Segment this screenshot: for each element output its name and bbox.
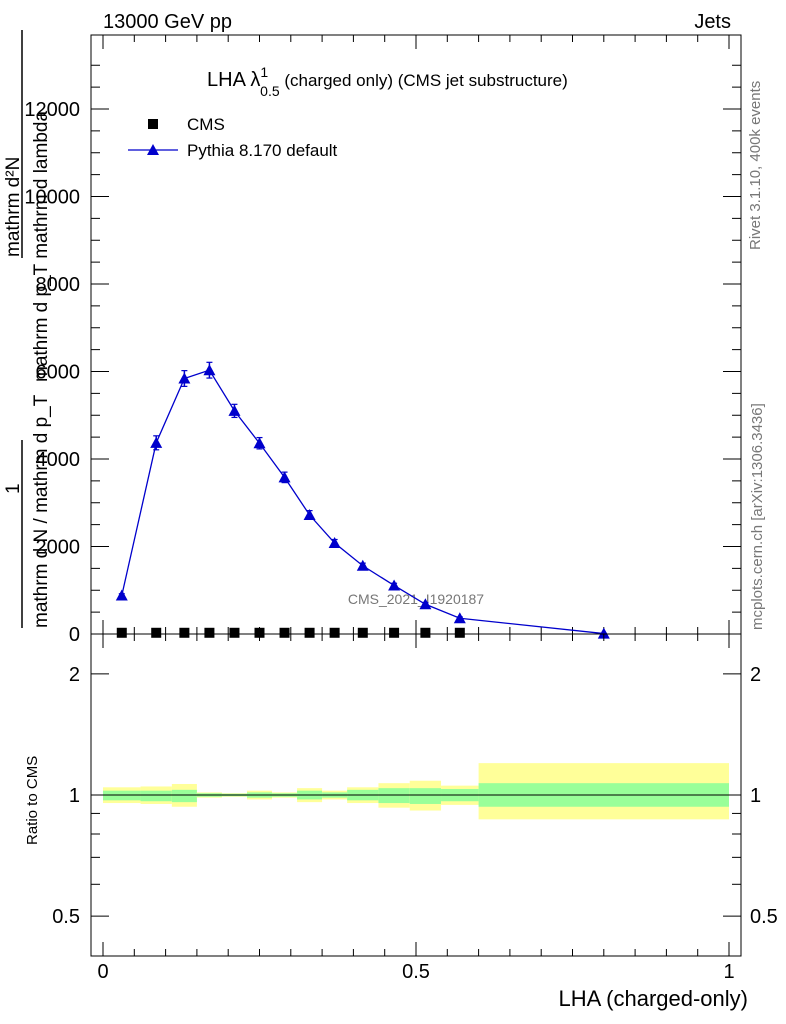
cms-point	[204, 627, 215, 638]
ratio-inner-band	[140, 790, 172, 802]
cms-point	[279, 627, 290, 638]
cms-point	[254, 627, 265, 638]
title-rest: (charged only) (CMS jet substructure)	[280, 71, 568, 90]
plot-title: LHA λ1 0.5 (charged only) (CMS jet substr…	[207, 64, 568, 99]
xtick-label: 1	[723, 961, 734, 983]
main-ytick-label: 4000	[36, 449, 81, 471]
main-ytick-label: 10000	[24, 187, 80, 209]
main-ytick-label: 2000	[36, 537, 81, 559]
pythia-point	[253, 437, 266, 449]
legend-cms-label: CMS	[187, 115, 225, 134]
pythia-point	[328, 537, 341, 548]
ylabel-numerator: mathrm d²N	[3, 157, 24, 257]
ratio-ticks	[91, 634, 741, 956]
main-ytick-label: 6000	[36, 362, 81, 384]
ratio-ytick-label-right: 2	[750, 664, 761, 686]
cms-point	[116, 627, 127, 638]
xtick-label: 0	[97, 961, 108, 983]
pythia-line	[121, 369, 604, 635]
cms-point	[420, 627, 431, 638]
main-ytick-label: 8000	[36, 274, 81, 296]
cms-point	[229, 627, 240, 638]
pythia-point	[597, 627, 610, 639]
title-sup: 1	[260, 64, 268, 80]
ratio-ytick-label-right: 0.5	[750, 906, 778, 928]
pythia-point	[388, 579, 401, 591]
title-main: LHA λ	[207, 69, 260, 91]
pythia-point	[356, 559, 369, 571]
pythia-series	[115, 361, 610, 639]
ratio-inner-band	[103, 790, 141, 801]
ylabel-norm: mathrm d N / mathrm d p_T	[31, 394, 52, 628]
pythia-point	[419, 598, 432, 610]
cms-point	[357, 627, 368, 638]
cms-point	[304, 627, 315, 638]
ylabel-one: 1	[3, 483, 24, 494]
cms-point	[389, 627, 400, 638]
x-axis-label: LHA (charged-only)	[558, 986, 748, 1011]
mcplots-label: mcplots.cern.ch [arXiv:1306.3436]	[749, 403, 766, 630]
legend-cms-marker	[148, 119, 158, 129]
cms-point	[151, 627, 162, 638]
main-ylabel: mathrm d²N mathrm d p_T mathrm d lambda …	[3, 30, 52, 628]
ratio-bands	[103, 763, 729, 820]
energy-label: 13000 GeV pp	[103, 11, 232, 33]
pythia-point	[278, 471, 291, 483]
ratio-inner-band	[171, 789, 197, 803]
ratio-panel: 0.5 0.51 12 2 0 0.5 1 Ratio to CMS LHA (charg…	[24, 633, 778, 1011]
main-ytick-label: 0	[69, 624, 80, 646]
ratio-inner-band	[409, 788, 442, 804]
ratio-ylabel: Ratio to CMS	[24, 756, 41, 845]
main-ytick-labels: 0 2000 4000 6000 8000 10000 12000	[24, 99, 80, 646]
ratio-ytick-label-left: 2	[69, 664, 80, 686]
ratio-ytick-label-left: 0.5	[52, 906, 80, 928]
xtick-labels: 0 0.5 1	[97, 961, 734, 983]
title-sub: 0.5	[260, 83, 280, 99]
legend-pythia-label: Pythia 8.170 default	[187, 141, 338, 160]
rivet-label: Rivet 3.1.10, 400k events	[747, 81, 764, 250]
legend-pythia-marker	[147, 144, 159, 155]
pythia-point	[150, 436, 163, 448]
pythia-point	[203, 364, 216, 376]
cms-point	[179, 627, 190, 638]
ratio-ytick-label-left: 1	[69, 785, 80, 807]
pythia-point	[453, 612, 466, 624]
cms-point	[329, 627, 340, 638]
main-ticks	[91, 35, 741, 635]
legend: CMS Pythia 8.170 default	[128, 115, 338, 160]
ylabel-denominator: mathrm d p_T mathrm d lambda	[31, 111, 52, 382]
pythia-point	[115, 589, 128, 601]
ratio-inner-band	[378, 788, 410, 804]
main-ytick-label: 12000	[24, 99, 80, 121]
process-label: Jets	[694, 11, 731, 33]
ratio-ytick-labels: 0.5 0.5 1 1 2 2	[52, 664, 778, 928]
pythia-point	[303, 509, 316, 520]
pythia-point	[178, 372, 191, 384]
ratio-ytick-label-right: 1	[750, 785, 761, 807]
cms-point	[454, 627, 465, 638]
xtick-label: 0.5	[402, 961, 430, 983]
cms-series	[116, 627, 465, 638]
pythia-point	[228, 404, 241, 416]
